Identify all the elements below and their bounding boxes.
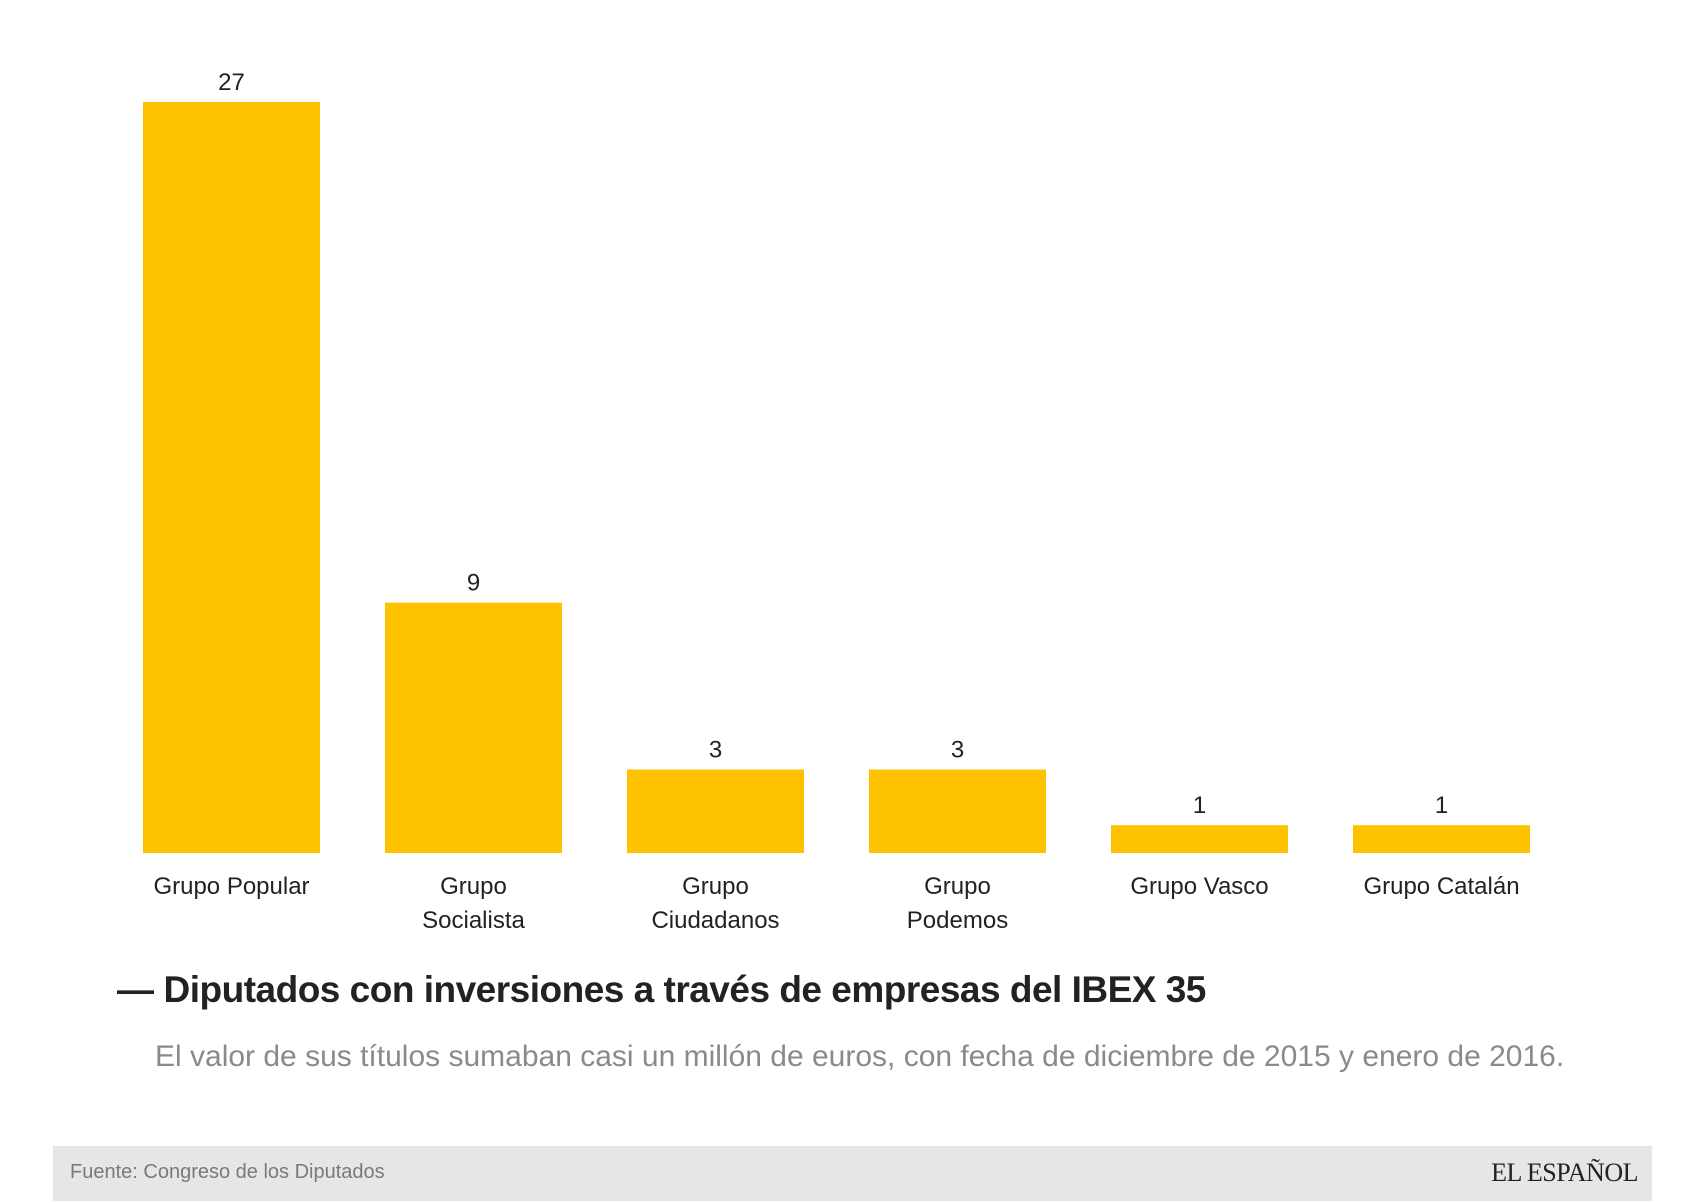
title-dash: — [117, 969, 154, 1010]
data-label-5: 1 [1435, 792, 1448, 819]
bar-4 [1111, 825, 1288, 853]
publisher-logo: EL ESPAÑOL [1491, 1158, 1638, 1187]
category-label-4: Grupo Vasco [1130, 873, 1268, 900]
bar-1 [385, 602, 562, 853]
category-label-5: Grupo Catalán [1363, 873, 1519, 900]
data-label-4: 1 [1193, 792, 1206, 819]
category-label-1-line-1: Socialista [422, 907, 525, 934]
chart-title-text: Diputados con inversiones a través de em… [163, 969, 1207, 1010]
chart-title-block: — Diputados con inversiones a través de e… [117, 968, 1597, 1012]
category-label-1-line-0: Grupo [440, 873, 507, 900]
bar-chart: 27 Grupo Popular 9 Grupo Socialista 3 Grupo Ciu… [143, 69, 1530, 934]
category-label-3-line-0: Grupo [924, 873, 991, 900]
chart-subtitle: El valor de sus títulos sumaban casi un … [155, 1040, 1565, 1073]
data-label-1: 9 [467, 570, 480, 597]
category-label-2-line-1: Ciudadanos [651, 907, 779, 934]
category-label-0: Grupo Popular [153, 873, 309, 900]
bar-2 [627, 769, 804, 853]
category-label-2-line-0: Grupo [682, 873, 749, 900]
bar-0 [143, 102, 320, 853]
footer-bar: Fuente: Congreso de los Diputados EL ESP… [53, 1146, 1652, 1201]
source-note: Fuente: Congreso de los Diputados [70, 1161, 385, 1183]
bar-5 [1353, 825, 1530, 853]
data-label-0: 27 [218, 69, 245, 96]
data-label-3: 3 [951, 737, 964, 764]
data-label-2: 3 [709, 737, 722, 764]
chart-title: — Diputados con inversiones a través de e… [117, 968, 1597, 1012]
category-label-3-line-1: Podemos [907, 907, 1008, 934]
bar-3 [869, 769, 1046, 853]
